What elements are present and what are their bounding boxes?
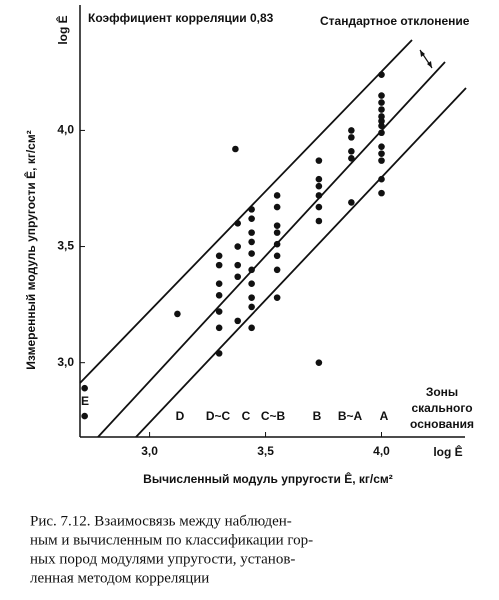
lower-deviation-line [135, 87, 467, 438]
regression-line [97, 61, 446, 438]
point [248, 266, 255, 274]
point [234, 273, 242, 281]
point [215, 261, 223, 269]
point [378, 106, 385, 113]
point [348, 154, 355, 162]
point [174, 310, 181, 318]
point [315, 203, 323, 211]
upper-deviation-line [79, 39, 413, 384]
point [315, 217, 323, 225]
point [315, 182, 323, 190]
point [378, 157, 385, 164]
point [348, 199, 355, 206]
zones-title: основания [410, 417, 474, 431]
caption-line: ным и вычисленным по классификации гор- [30, 532, 313, 548]
point [248, 324, 255, 332]
point [248, 238, 255, 246]
point [378, 143, 385, 150]
zones-title: скального [411, 401, 472, 415]
point [215, 252, 223, 260]
deviation-label: Стандартное отклонение [320, 14, 470, 28]
zone-label: D~C [206, 409, 231, 423]
point [273, 229, 281, 236]
point [234, 220, 242, 227]
point [81, 384, 88, 392]
point [273, 203, 281, 211]
point [232, 145, 239, 153]
point [378, 129, 385, 137]
x-axis-name: log Ê [433, 444, 462, 459]
point [273, 252, 281, 260]
x-axis-label: Вычисленный модуль упругости Ê, кг/см² [143, 471, 393, 486]
point [248, 250, 255, 257]
point [248, 206, 255, 213]
point [234, 261, 242, 269]
point [215, 280, 223, 288]
point [378, 92, 385, 99]
y-tick-label: 4,0 [57, 123, 74, 137]
caption-line: ных пород модулями упругости, установ- [30, 551, 295, 567]
point [273, 266, 281, 274]
point [348, 148, 355, 155]
point [215, 292, 223, 299]
y-tick-label: 3,0 [57, 355, 74, 369]
y-tick-label: 3,5 [57, 239, 74, 253]
point [315, 157, 323, 164]
arrow-heads [420, 50, 432, 68]
point [378, 71, 385, 78]
x-tick-label: 3,5 [257, 444, 274, 458]
correlation-title: Коэффициент корреляции 0,83 [88, 11, 274, 25]
caption-line: ленная методом корреляции [30, 570, 209, 586]
caption-line: Рис. 7.12. Взаимосвязь между наблюден- [30, 513, 292, 529]
point [378, 175, 385, 183]
point [273, 294, 281, 301]
zone-label: A [380, 409, 389, 423]
point [315, 175, 323, 183]
zone-label: E [81, 394, 89, 408]
point [248, 303, 255, 311]
x-tick-label: 3,0 [141, 444, 158, 458]
zone-label: D [176, 409, 185, 423]
point [273, 192, 281, 199]
point [315, 192, 323, 199]
y-axis-name: log Ê [55, 15, 70, 44]
point [215, 308, 223, 315]
zone-label: B~A [338, 409, 363, 423]
point [215, 350, 223, 357]
point [215, 324, 223, 332]
zone-label: C [242, 409, 251, 423]
point [348, 127, 355, 134]
point [273, 240, 281, 248]
point [248, 229, 255, 236]
point [348, 134, 355, 141]
zone-label: C~B [261, 409, 286, 423]
point [378, 150, 385, 157]
point [378, 99, 385, 106]
point [248, 215, 255, 222]
point [378, 189, 385, 197]
point [234, 317, 242, 325]
x-tick-label: 4,0 [373, 444, 390, 458]
point [315, 359, 323, 366]
point [273, 222, 281, 229]
point [378, 113, 385, 120]
point [378, 122, 385, 130]
point [378, 117, 385, 125]
zone-label: B [313, 409, 322, 423]
y-axis-label: Измеренный модуль упругости Ê, кг/см² [23, 130, 38, 369]
zones-title: Зоны [426, 385, 458, 399]
point [234, 243, 242, 250]
point [248, 294, 255, 301]
point [248, 280, 255, 288]
point [81, 412, 88, 420]
